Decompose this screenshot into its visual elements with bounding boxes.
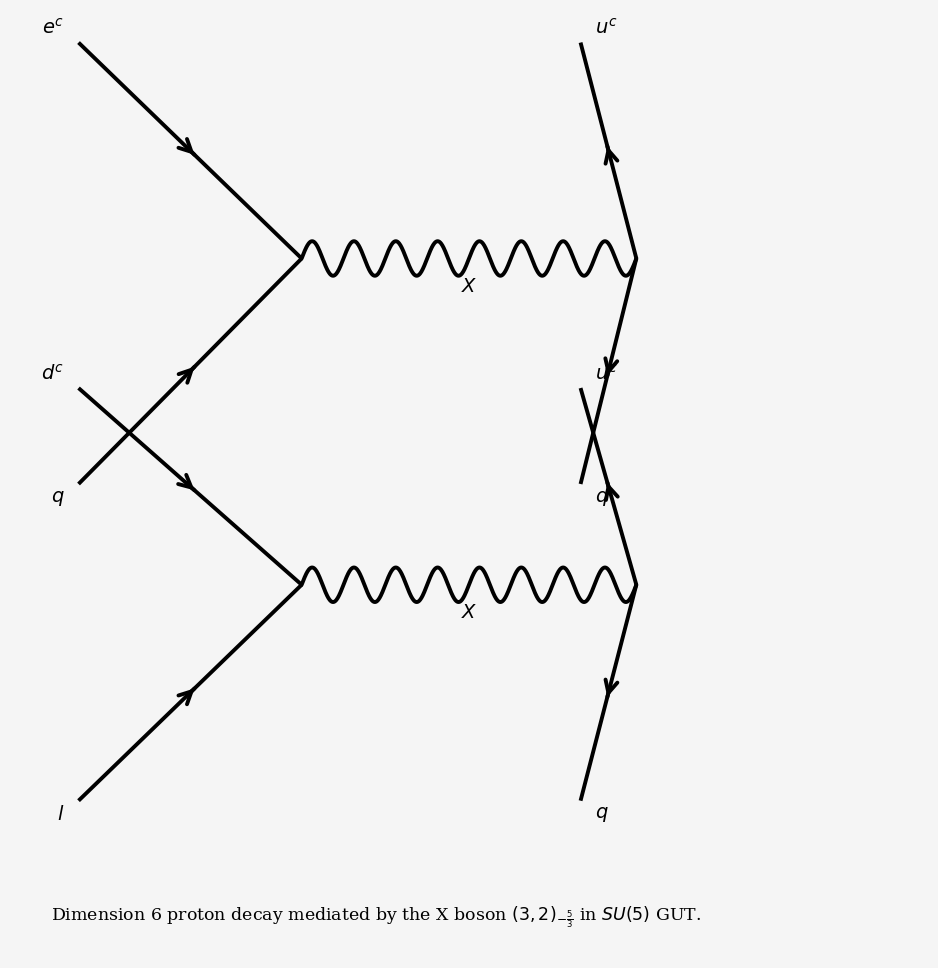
Text: $d^c$: $d^c$ — [41, 363, 65, 383]
Text: $X$: $X$ — [461, 604, 477, 622]
Text: $u^c$: $u^c$ — [595, 17, 617, 38]
Text: $q$: $q$ — [595, 805, 608, 825]
Text: $X$: $X$ — [461, 278, 477, 295]
Text: $q$: $q$ — [595, 489, 608, 508]
Text: Dimension 6 proton decay mediated by the X boson $(3, 2)_{-\frac{5}{3}}$ in $SU(: Dimension 6 proton decay mediated by the… — [51, 904, 701, 930]
Text: $e^c$: $e^c$ — [42, 17, 65, 38]
Text: $l$: $l$ — [57, 805, 65, 825]
Text: $u^c$: $u^c$ — [595, 363, 617, 383]
Text: $q$: $q$ — [51, 489, 65, 508]
